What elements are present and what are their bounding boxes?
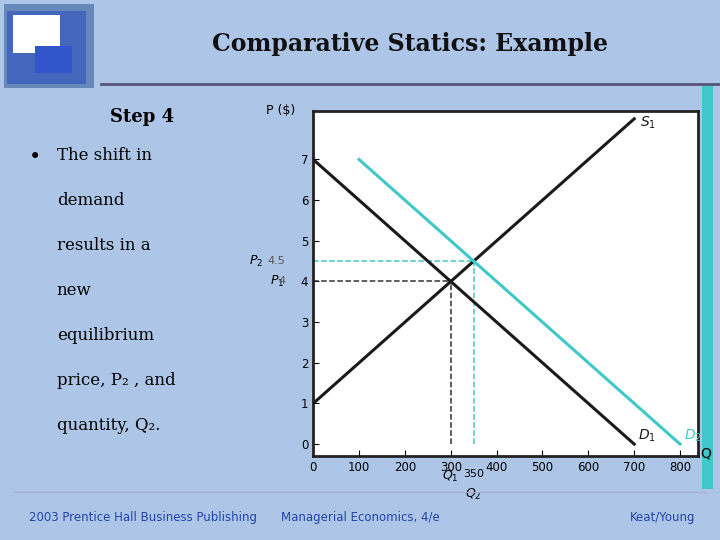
Bar xyxy=(35,46,72,73)
Text: $P_1$: $P_1$ xyxy=(269,274,284,289)
Text: Comparative Statics: Example: Comparative Statics: Example xyxy=(212,32,608,56)
Text: 4: 4 xyxy=(279,276,286,286)
Text: new: new xyxy=(57,282,91,299)
Text: $D_2$: $D_2$ xyxy=(684,428,701,444)
Text: The shift in: The shift in xyxy=(57,147,152,164)
Text: demand: demand xyxy=(57,192,125,209)
Text: 2003 Prentice Hall Business Publishing: 2003 Prentice Hall Business Publishing xyxy=(29,511,257,524)
Bar xyxy=(702,86,713,489)
Text: $D_1$: $D_1$ xyxy=(638,428,656,444)
Text: Q: Q xyxy=(701,446,711,460)
Text: Managerial Economics, 4/e: Managerial Economics, 4/e xyxy=(281,511,439,524)
Text: results in a: results in a xyxy=(57,237,150,254)
Text: $Q_1$: $Q_1$ xyxy=(443,469,459,484)
Text: $P_2$: $P_2$ xyxy=(249,254,263,269)
Text: Keat/Young: Keat/Young xyxy=(630,511,695,524)
Text: equilibrium: equilibrium xyxy=(57,327,154,344)
Text: quantity, Q₂.: quantity, Q₂. xyxy=(57,417,161,434)
Text: •: • xyxy=(29,147,41,167)
Text: P ($): P ($) xyxy=(266,104,295,117)
Bar xyxy=(7,11,86,84)
Text: price, P₂ , and: price, P₂ , and xyxy=(57,372,176,389)
Text: 4.5: 4.5 xyxy=(268,256,286,266)
Bar xyxy=(13,15,60,53)
Text: 350: 350 xyxy=(463,469,484,480)
Text: Step 4: Step 4 xyxy=(110,107,174,126)
Text: $S_1$: $S_1$ xyxy=(639,114,656,131)
Text: $Q_2$: $Q_2$ xyxy=(465,487,482,502)
Bar xyxy=(4,4,94,88)
